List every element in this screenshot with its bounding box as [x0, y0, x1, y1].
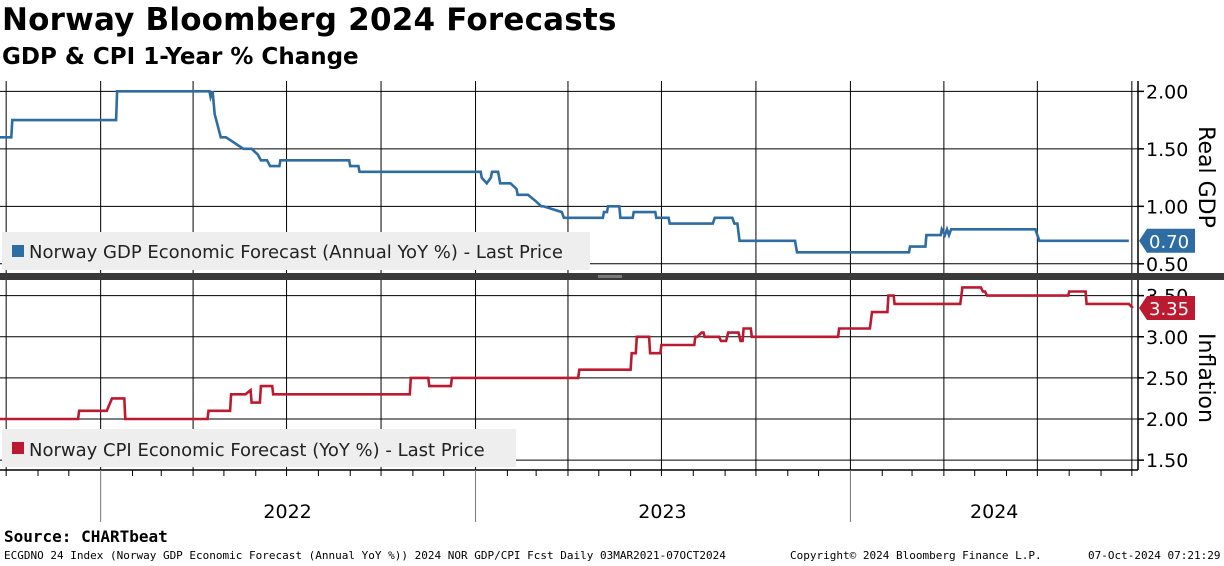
y-tick-label: 3.00 — [1146, 327, 1188, 349]
top-legend-box — [2, 232, 590, 270]
source-label: Source: CHARTbeat — [4, 527, 168, 546]
y-tick-label: 2.50 — [1146, 368, 1188, 390]
top-y-ticks: 2.00 1.50 1.00 0.50 — [1138, 81, 1188, 276]
chart-subtitle: GDP & CPI 1-Year % Change — [2, 44, 359, 70]
top-legend: Norway GDP Economic Forecast (Annual YoY… — [2, 232, 590, 270]
footer-description: ECGDNO 24 Index (Norway GDP Economic For… — [4, 549, 726, 562]
bottom-last-value-label: 3.35 — [1149, 299, 1189, 320]
x-year-label: 2024 — [970, 501, 1018, 523]
series-line — [0, 286, 1134, 421]
bottom-legend-label: Norway CPI Economic Forecast (YoY %) - L… — [29, 440, 485, 461]
y-tick-label: 1.00 — [1146, 196, 1188, 218]
bottom-legend: Norway CPI Economic Forecast (YoY %) - L… — [2, 429, 516, 467]
chart-title: Norway Bloomberg 2024 Forecasts — [2, 2, 617, 38]
bottom-y-axis-label: Inflation — [1193, 333, 1218, 423]
bottom-series-group — [0, 286, 1134, 421]
bottom-legend-swatch — [12, 442, 24, 454]
y-tick-label: 2.00 — [1146, 409, 1188, 431]
x-year-label: 2022 — [263, 501, 311, 523]
top-series-group — [0, 90, 1129, 254]
bottom-panel: 3.503.002.502.001.50 Inflation Norway CP… — [0, 280, 1218, 472]
top-last-value-label: 0.70 — [1149, 232, 1189, 253]
y-tick-label: 1.50 — [1146, 450, 1188, 472]
x-year-label: 2023 — [638, 501, 686, 523]
x-year-labels: 2022 2023 2024 — [263, 501, 1018, 523]
top-legend-label: Norway GDP Economic Forecast (Annual YoY… — [29, 242, 563, 263]
x-month-ticks — [5, 470, 1133, 522]
bottom-legend-box — [2, 429, 516, 467]
bottom-last-value-tag: 3.35 — [1139, 295, 1195, 320]
top-legend-swatch — [12, 245, 24, 257]
footer-copyright: Copyright© 2024 Bloomberg Finance L.P. — [790, 549, 1042, 562]
y-tick-label: 1.50 — [1146, 139, 1188, 161]
y-tick-label: 2.00 — [1146, 81, 1188, 103]
top-y-axis-label: Real GDP — [1193, 126, 1218, 228]
top-panel: 2.00 1.50 1.00 0.50 Real GDP Norway GDP Eco… — [0, 81, 1218, 276]
series-line — [0, 90, 1129, 254]
panel-divider-handle[interactable] — [598, 275, 622, 278]
x-axis: 2022 2023 2024 — [0, 469, 1138, 523]
y-tick-label: 0.50 — [1146, 254, 1188, 276]
footer-timestamp: 07-Oct-2024 07:21:29 — [1088, 549, 1221, 562]
top-last-value-tag: 0.70 — [1139, 228, 1195, 253]
